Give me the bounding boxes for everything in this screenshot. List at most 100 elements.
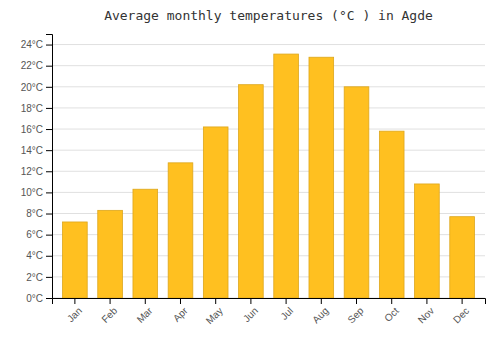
x-tick-label: Nov (416, 305, 436, 325)
y-tick: 22°C (21, 60, 52, 71)
title: Average monthly temperatures (°C ) in Ag… (104, 8, 433, 23)
y-tick-mark (46, 256, 52, 257)
y-tick-label: 18°C (21, 103, 43, 114)
y-tick-mark (46, 129, 52, 130)
grid-line (52, 86, 485, 87)
bar (415, 184, 440, 298)
y-tick-label: 22°C (21, 60, 43, 71)
x-tick-mark (250, 298, 251, 304)
y-tick-mark (46, 45, 52, 46)
y-tick-mark (46, 108, 52, 109)
x-tick: Jan (65, 298, 84, 324)
grid-line (52, 129, 485, 130)
y-tick-mark (46, 66, 52, 67)
y-tick-mark (46, 171, 52, 172)
x-axis-line (53, 299, 486, 305)
grid-line (52, 44, 485, 45)
y-tick: 16°C (21, 124, 52, 135)
y-tick: 20°C (21, 82, 52, 93)
x-tick-mark (286, 298, 287, 304)
y-tick: 6°C (26, 229, 52, 240)
x-tick: Jul (278, 298, 295, 322)
bars (63, 54, 475, 298)
x-tick-label: Jun (241, 305, 260, 324)
x-tick-mark (356, 298, 357, 304)
y-tick-label: 8°C (26, 208, 43, 219)
x-tick-mark (462, 298, 463, 304)
x-tick-mark (215, 298, 216, 304)
y-tick-label: 16°C (21, 124, 43, 135)
y-tick: 2°C (26, 272, 52, 283)
x-tick: Nov (416, 298, 436, 325)
bar (379, 131, 404, 298)
bar (203, 127, 228, 298)
y-tick-label: 24°C (21, 39, 43, 50)
chart: 0°C 2°C 4°C 6°C 8°C 10°C 12°C 14°C 16°C 18°C 20°C 2… (0, 0, 500, 350)
x-tick-mark (391, 298, 392, 304)
x-tick-label: Aug (310, 305, 330, 325)
bar (98, 210, 123, 298)
bar (450, 217, 475, 298)
y-tick-label: 2°C (26, 272, 43, 283)
bar (168, 163, 193, 298)
y-tick: 14°C (21, 145, 52, 156)
grid-line (52, 150, 485, 151)
y-axis-line (46, 35, 53, 299)
y-tick-label: 6°C (26, 229, 43, 240)
y-tick-label: 4°C (26, 250, 43, 261)
x-tick: Jun (241, 298, 260, 324)
x-tick-mark (426, 298, 427, 304)
x-tick-label: Jul (278, 305, 295, 322)
x-tick-mark (321, 298, 322, 304)
x-tick-label: Dec (451, 305, 471, 325)
y-tick: 18°C (21, 103, 52, 114)
y-tick-label: 10°C (21, 187, 43, 198)
x-tick: Aug (310, 298, 330, 325)
x-tick: Oct (382, 298, 401, 324)
y-tick-label: 0°C (26, 293, 43, 304)
bar (309, 57, 334, 298)
x-tick-label: Jan (65, 305, 84, 324)
y-tick-mark (46, 298, 52, 299)
y-tick-mark (46, 235, 52, 236)
y-tick-label: 20°C (21, 82, 43, 93)
y-tick-label: 14°C (21, 145, 43, 156)
y-tick: 4°C (26, 250, 52, 261)
y-tick: 10°C (21, 187, 52, 198)
y-tick-label: 12°C (21, 166, 43, 177)
x-tick-label: Sep (345, 305, 366, 326)
y-axis: 0°C 2°C 4°C 6°C 8°C 10°C 12°C 14°C 16°C 18°C 20°C 2… (21, 35, 53, 304)
x-tick: Dec (451, 298, 471, 325)
x-tick-mark (180, 298, 181, 304)
x-tick-mark (145, 298, 146, 304)
x-tick: May (204, 298, 225, 326)
x-axis: Jan Feb Mar Apr May Jun Jul Aug Sep Oct Nov Dec (53, 298, 486, 326)
x-tick-mark (74, 298, 75, 304)
x-tick: Feb (99, 298, 119, 325)
bar (133, 189, 158, 298)
grid-line (52, 171, 485, 172)
x-tick-label: Feb (99, 305, 119, 325)
y-tick-mark (46, 87, 52, 88)
x-tick-label: Oct (382, 305, 401, 324)
grid-line (52, 107, 485, 108)
y-tick: 8°C (26, 208, 52, 219)
bar (239, 85, 264, 298)
y-tick: 24°C (21, 39, 52, 50)
bar (344, 87, 369, 298)
y-tick-mark (46, 150, 52, 151)
y-tick: 12°C (21, 166, 52, 177)
plot-area: 0°C 2°C 4°C 6°C 8°C 10°C 12°C 14°C 16°C 18°C 20°C 2… (21, 35, 486, 327)
x-tick-label: Mar (135, 305, 155, 325)
x-tick-label: May (204, 305, 225, 326)
x-tick: Mar (135, 298, 155, 325)
y-tick-mark (46, 214, 52, 215)
y-tick-mark (46, 192, 52, 193)
grid (52, 45, 485, 298)
grid-line (52, 65, 485, 66)
y-tick: 0°C (26, 293, 52, 304)
bar (63, 222, 88, 298)
y-tick-mark (46, 277, 52, 278)
x-tick: Apr (171, 298, 190, 324)
x-tick-label: Apr (171, 305, 190, 324)
